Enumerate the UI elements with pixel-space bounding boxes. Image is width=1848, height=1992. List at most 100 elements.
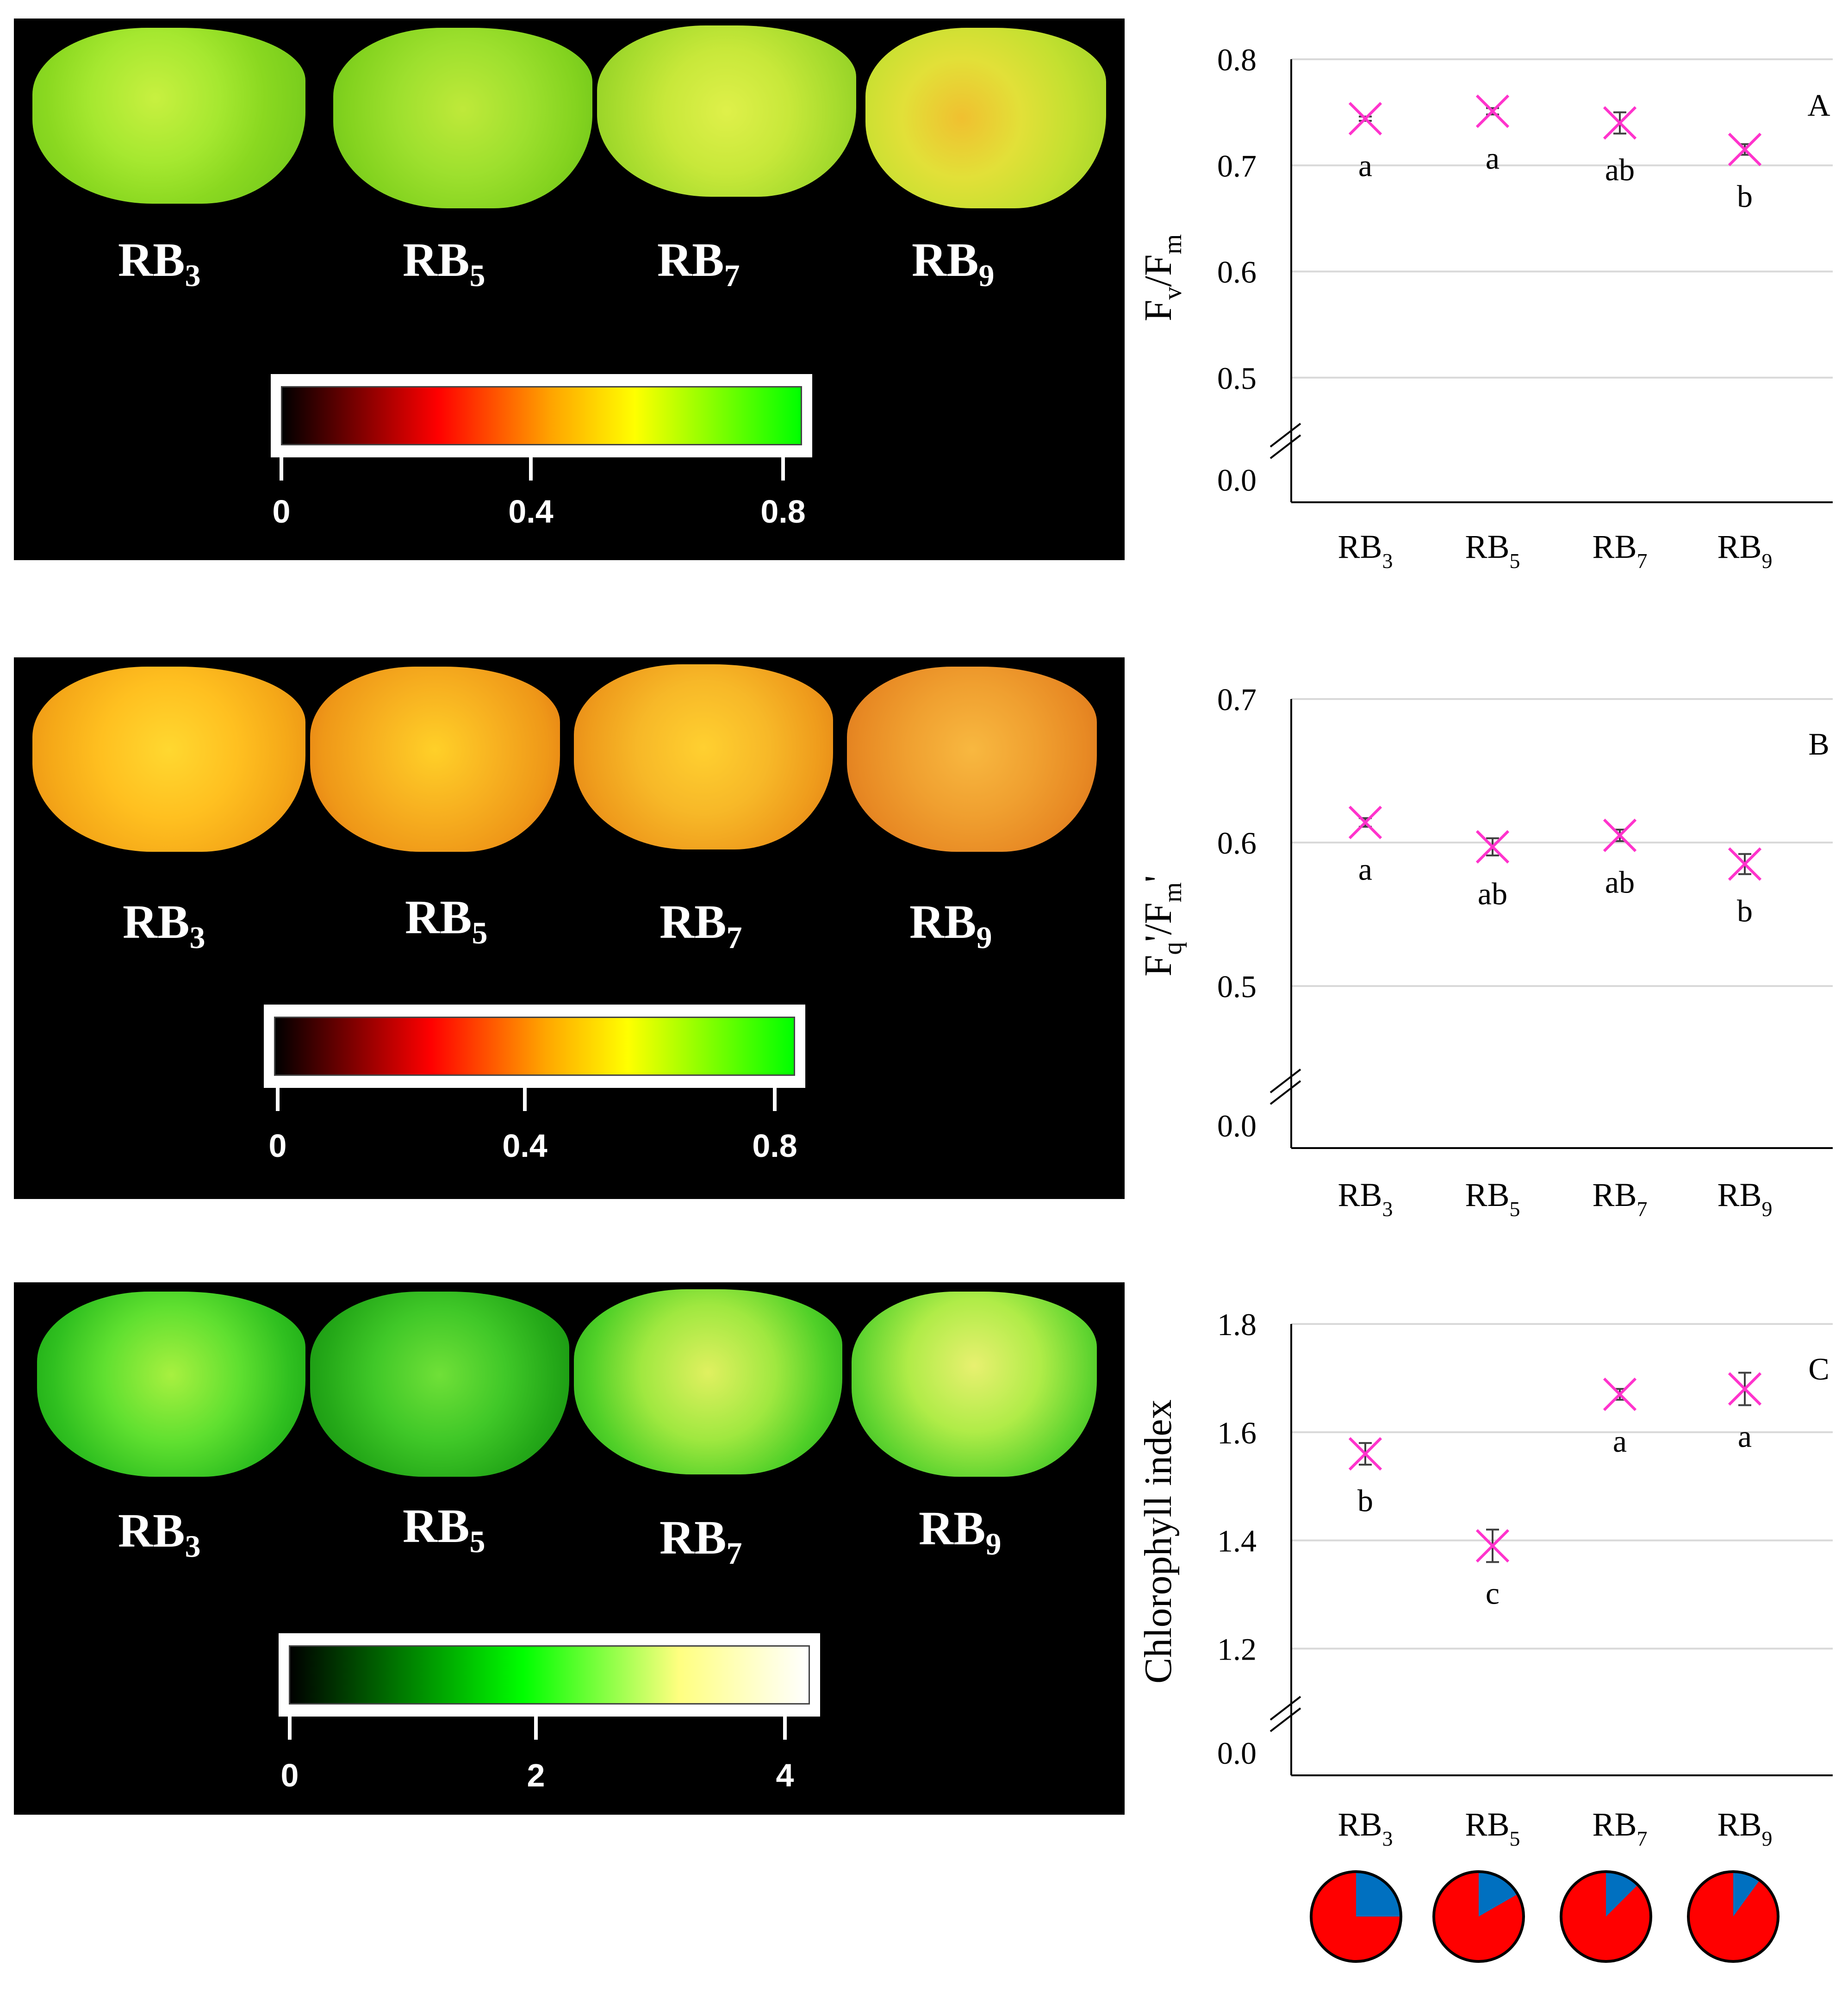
significance-letter: b	[1357, 1483, 1373, 1518]
image-label-rb7: RB7	[657, 233, 740, 293]
image-label-rb7: RB7	[660, 895, 742, 955]
data-point	[1728, 1372, 1762, 1406]
colorbar-tick	[783, 1717, 787, 1740]
y-tick-label: 0.8	[1217, 42, 1257, 77]
light-ratio-pie-rb3	[1310, 1870, 1402, 1963]
significance-letter: ab	[1478, 876, 1507, 911]
colorbar-gradient	[274, 1017, 795, 1076]
colorbar-tick	[288, 1717, 292, 1740]
colorbar-tick-label: 0.8	[760, 493, 806, 530]
colorbar	[264, 1005, 805, 1088]
plant-image-rb9	[865, 28, 1106, 208]
y-tick-label: 0.0	[1217, 462, 1257, 498]
data-point	[1475, 1529, 1510, 1563]
y-tick-label: 0.0	[1217, 1108, 1257, 1143]
axis-break-mark	[1269, 1696, 1301, 1721]
axis-break-mark	[1269, 434, 1301, 459]
data-point	[1603, 818, 1637, 852]
y-tick-label: 0.6	[1217, 255, 1257, 290]
image-label-rb5: RB5	[403, 1499, 485, 1559]
plant-image-rb3	[37, 1292, 305, 1477]
colorbar-tick-label: 0	[268, 1128, 287, 1164]
colorbar-tick	[529, 457, 533, 481]
plant-image-rb7	[574, 664, 833, 849]
colorbar-gradient	[281, 386, 802, 445]
y-tick-label: 0.6	[1217, 825, 1257, 861]
axis-break-mark	[1269, 1080, 1301, 1105]
data-point	[1348, 806, 1382, 839]
data-point	[1475, 830, 1510, 864]
significance-letter: a	[1358, 852, 1372, 887]
data-point	[1348, 1437, 1382, 1471]
fluorescence-image-fqfm: RB3 RB5 RB7 RB9 0 0.4 0.8	[14, 657, 1125, 1199]
data-point	[1475, 830, 1510, 864]
y-axis-label: Fq'/Fm'	[1137, 875, 1187, 977]
colorbar-tick	[534, 1717, 538, 1740]
data-point	[1475, 1529, 1510, 1563]
colorbar-tick-label: 2	[527, 1757, 545, 1793]
data-point	[1475, 94, 1510, 128]
image-label-rb3: RB3	[123, 895, 205, 955]
axis-break-mark	[1269, 1068, 1301, 1093]
data-point	[1728, 132, 1762, 166]
data-point	[1348, 102, 1382, 136]
data-point	[1348, 1437, 1382, 1471]
x-tick-label: RB9	[1717, 528, 1772, 573]
colorbar-tick	[276, 1088, 280, 1111]
x-tick-label: RB3	[1338, 1176, 1393, 1221]
data-point	[1603, 106, 1637, 140]
significance-letter: a	[1486, 140, 1500, 175]
data-point	[1603, 818, 1637, 852]
x-tick-label: RB5	[1465, 1806, 1520, 1850]
plant-image-rb3	[32, 28, 305, 204]
image-label-rb7: RB7	[660, 1511, 742, 1571]
image-label-rb5: RB5	[403, 233, 485, 293]
image-label-rb3: RB3	[118, 233, 201, 293]
x-tick-label: RB9	[1717, 1176, 1772, 1221]
axis-break-mark	[1269, 1707, 1301, 1732]
data-point	[1348, 102, 1382, 136]
colorbar-tick	[781, 457, 785, 481]
significance-letter: a	[1358, 148, 1372, 183]
significance-letter: ab	[1605, 865, 1635, 900]
y-tick-label: 1.2	[1217, 1631, 1257, 1667]
colorbar-gradient	[289, 1645, 810, 1705]
panel-letter: A	[1807, 87, 1830, 123]
x-tick-label: RB3	[1338, 1806, 1393, 1850]
colorbar	[271, 374, 812, 457]
plant-image-rb5	[310, 667, 560, 852]
plant-image-rb7	[574, 1289, 842, 1474]
colorbar-tick-label: 4	[776, 1757, 794, 1793]
data-point	[1728, 847, 1762, 881]
colorbar-tick	[523, 1088, 527, 1111]
fluorescence-image-fvfm: RB3 RB5 RB7 RB9 0 0.4 0.8	[14, 19, 1125, 560]
colorbar	[279, 1633, 820, 1717]
plant-image-rb3	[32, 667, 305, 852]
data-point	[1603, 106, 1637, 140]
y-axis-label-group: Fq'/Fm'	[1137, 875, 1187, 977]
significance-letter: c	[1486, 1575, 1500, 1611]
image-label-rb5: RB5	[405, 891, 488, 950]
y-tick-label: 0.7	[1217, 682, 1257, 717]
data-point	[1603, 1377, 1637, 1411]
y-axis-label-group: Chlorophyll index	[1137, 1399, 1180, 1684]
light-ratio-pie-rb7	[1560, 1870, 1652, 1963]
y-tick-label: 1.8	[1217, 1307, 1257, 1342]
x-tick-label: RB9	[1717, 1806, 1772, 1850]
x-tick-label: RB5	[1465, 528, 1520, 573]
data-point	[1728, 132, 1762, 166]
light-ratio-pie-rb9	[1687, 1870, 1780, 1963]
plant-image-rb5	[310, 1292, 569, 1477]
x-tick-label: RB7	[1592, 528, 1647, 573]
y-axis-label: Chlorophyll index	[1137, 1399, 1180, 1684]
plant-image-rb5	[333, 28, 592, 208]
data-point	[1603, 1377, 1637, 1411]
significance-letter: ab	[1605, 152, 1635, 187]
plant-image-rb9	[852, 1292, 1097, 1477]
y-tick-label: 0.5	[1217, 969, 1257, 1004]
colorbar-tick-label: 0.4	[508, 493, 554, 530]
colorbar-tick	[280, 457, 283, 481]
y-tick-label: 1.6	[1217, 1415, 1257, 1450]
x-tick-label: RB7	[1592, 1176, 1647, 1221]
y-tick-label: 1.4	[1217, 1524, 1257, 1559]
